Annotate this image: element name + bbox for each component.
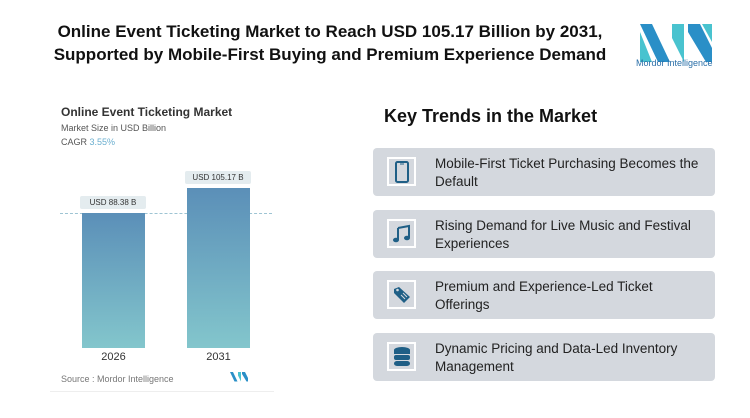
data-label: USD 105.17 B [185,170,251,184]
bar-2031 [187,187,250,348]
mini-logo [230,372,248,382]
chart-subtitle: Market Size in USD Billion [61,123,167,133]
price-tag-icon [389,282,414,307]
x-tick-label: 2031 [206,351,231,363]
trend-card: Premium and Experience-Led Ticket Offeri… [373,271,715,319]
data-label: USD 88.38 B [80,196,146,210]
cagr-value: 3.55% [89,137,116,147]
icon-box [387,342,416,371]
trend-card: Dynamic Pricing and Data-Led Inventory M… [373,333,715,381]
icon-box [387,157,416,186]
music-note-icon [389,221,414,246]
trend-card: Rising Demand for Live Music and Festiva… [373,210,715,258]
trend-label: Dynamic Pricing and Data-Led Inventory M… [435,341,678,374]
mordor-intelligence-logo [640,24,712,62]
chart-title: Online Event Ticketing Market [61,105,233,119]
smartphone-icon [389,159,414,184]
trends-title: Key Trends in the Market [384,106,598,126]
cagr-label: CAGR [61,137,88,147]
chart-source: Source : Mordor Intelligence [61,374,174,384]
icon-box [387,219,416,248]
cagr: CAGR 3.55% [61,137,115,147]
icon-box [387,280,416,309]
trend-label: Premium and Experience-Led Ticket Offeri… [435,279,653,312]
trend-label: Mobile-First Ticket Purchasing Becomes t… [435,156,699,189]
reference-line [60,213,272,214]
trend-card: Mobile-First Ticket Purchasing Becomes t… [373,148,715,196]
logo-text: Mordor Intelligence [636,58,713,68]
bar-2026 [82,213,145,348]
database-icon [389,344,414,369]
page-title: Online Event Ticketing Market to Reach U… [53,22,607,64]
trend-label: Rising Demand for Live Music and Festiva… [435,218,691,251]
x-tick-label: 2026 [101,351,126,363]
